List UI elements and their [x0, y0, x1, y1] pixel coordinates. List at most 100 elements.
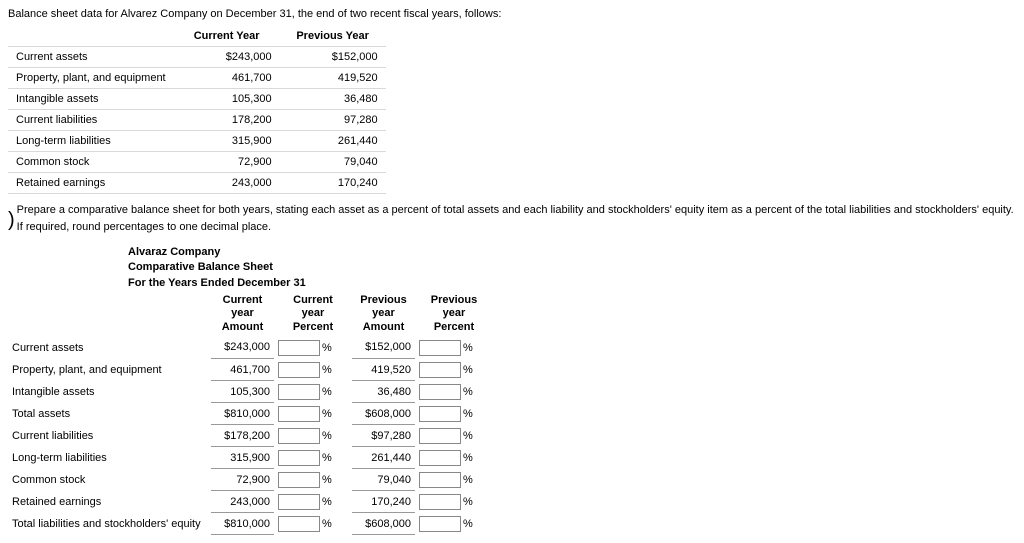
- row-label: Common stock: [8, 469, 211, 491]
- row-previous: 79,040: [280, 152, 386, 173]
- table-row: Current liabilities$178,200%$97,280%: [8, 425, 493, 447]
- table-row: Common stock72,90079,040: [8, 152, 386, 173]
- sheet-report: Comparative Balance Sheet: [128, 260, 1016, 275]
- current-percent-input[interactable]: [278, 384, 320, 400]
- percent-sign: %: [463, 430, 473, 442]
- current-amount: $810,000: [211, 403, 274, 425]
- current-percent-input[interactable]: [278, 472, 320, 488]
- previous-amount: 79,040: [352, 469, 415, 491]
- row-current: 178,200: [174, 110, 280, 131]
- table-row: Property, plant, and equipment461,700% 41…: [8, 359, 493, 381]
- percent-sign: %: [463, 386, 473, 398]
- table-row: Intangible assets105,30036,480: [8, 89, 386, 110]
- percent-sign: %: [322, 386, 332, 398]
- previous-amount: $152,000: [352, 337, 415, 359]
- percent-sign: %: [463, 364, 473, 376]
- row-label: Retained earnings: [8, 491, 211, 513]
- previous-percent-input[interactable]: [419, 472, 461, 488]
- current-amount: 243,000: [211, 491, 274, 513]
- balance-data-table: Current Year Previous Year Current asset…: [8, 26, 386, 194]
- current-percent-input[interactable]: [278, 428, 320, 444]
- previous-amount: 419,520: [352, 359, 415, 381]
- row-label: Current assets: [8, 337, 211, 359]
- row-label: Common stock: [8, 152, 174, 173]
- percent-sign: %: [463, 474, 473, 486]
- instructions-text: Prepare a comparative balance sheet for …: [17, 202, 1016, 235]
- percent-sign: %: [463, 408, 473, 420]
- previous-amount: 36,480: [352, 381, 415, 403]
- previous-percent-input[interactable]: [419, 406, 461, 422]
- table-row: Retained earnings243,000170,240: [8, 173, 386, 194]
- percent-sign: %: [322, 496, 332, 508]
- row-label: Long-term liabilities: [8, 131, 174, 152]
- row-label: Property, plant, and equipment: [8, 359, 211, 381]
- current-percent-input[interactable]: [278, 340, 320, 356]
- table-row: Long-term liabilities315,900261,440: [8, 131, 386, 152]
- previous-amount: 261,440: [352, 447, 415, 469]
- percent-sign: %: [322, 408, 332, 420]
- row-label: Long-term liabilities: [8, 447, 211, 469]
- current-percent-input[interactable]: [278, 494, 320, 510]
- intro-text: Balance sheet data for Alvarez Company o…: [8, 8, 1016, 20]
- table-row: Current assets$243,000% $152,000%: [8, 337, 493, 359]
- percent-sign: %: [322, 342, 332, 354]
- percent-sign: %: [322, 452, 332, 464]
- col-previous-year: Previous Year: [280, 26, 386, 47]
- row-label: Current liabilities: [8, 110, 174, 131]
- paren-icon: ): [8, 210, 15, 230]
- table-row: Current assets$243,000$152,000: [8, 47, 386, 68]
- row-previous: 97,280: [280, 110, 386, 131]
- current-amount: $243,000: [211, 337, 274, 359]
- comparative-sheet: CurrentyearAmount CurrentyearPercent Pre…: [8, 291, 493, 535]
- current-amount: 72,900: [211, 469, 274, 491]
- percent-sign: %: [322, 364, 332, 376]
- current-percent-input[interactable]: [278, 450, 320, 466]
- row-label: Intangible assets: [8, 381, 211, 403]
- current-amount: 315,900: [211, 447, 274, 469]
- current-amount: 105,300: [211, 381, 274, 403]
- row-current: 461,700: [174, 68, 280, 89]
- row-previous: $152,000: [280, 47, 386, 68]
- row-current: 315,900: [174, 131, 280, 152]
- row-label: Total assets: [8, 403, 211, 425]
- sheet-period: For the Years Ended December 31: [128, 276, 1016, 291]
- percent-sign: %: [322, 474, 332, 486]
- current-percent-input[interactable]: [278, 406, 320, 422]
- previous-amount: $97,280: [352, 425, 415, 447]
- row-label: Property, plant, and equipment: [8, 68, 174, 89]
- percent-sign: %: [463, 452, 473, 464]
- row-current: $243,000: [174, 47, 280, 68]
- row-label: Intangible assets: [8, 89, 174, 110]
- row-previous: 170,240: [280, 173, 386, 194]
- row-previous: 261,440: [280, 131, 386, 152]
- col-current-year: Current Year: [174, 26, 280, 47]
- previous-percent-input[interactable]: [419, 362, 461, 378]
- table-row: Current liabilities178,20097,280: [8, 110, 386, 131]
- row-label: Current assets: [8, 47, 174, 68]
- table-row: Common stock72,900% 79,040%: [8, 469, 493, 491]
- previous-amount: 170,240: [352, 491, 415, 513]
- previous-percent-input[interactable]: [419, 450, 461, 466]
- table-row: Long-term liabilities315,900% 261,440%: [8, 447, 493, 469]
- header-current-amount: CurrentyearAmount: [211, 291, 274, 337]
- previous-percent-input[interactable]: [419, 384, 461, 400]
- percent-sign: %: [463, 342, 473, 354]
- sheet-title-block: Alvaraz Company Comparative Balance Shee…: [128, 245, 1016, 291]
- current-percent-input[interactable]: [278, 362, 320, 378]
- row-previous: 419,520: [280, 68, 386, 89]
- table-row: Retained earnings243,000% 170,240%: [8, 491, 493, 513]
- percent-sign: %: [463, 496, 473, 508]
- previous-percent-input[interactable]: [419, 340, 461, 356]
- previous-amount: $608,000: [352, 403, 415, 425]
- row-current: 72,900: [174, 152, 280, 173]
- current-amount: 461,700: [211, 359, 274, 381]
- previous-percent-input[interactable]: [419, 494, 461, 510]
- table-row: Property, plant, and equipment461,700419…: [8, 68, 386, 89]
- previous-percent-input[interactable]: [419, 428, 461, 444]
- sheet-company: Alvaraz Company: [128, 245, 1016, 260]
- row-label: Retained earnings: [8, 173, 174, 194]
- header-previous-percent: PreviousyearPercent: [415, 291, 493, 337]
- row-label: Current liabilities: [8, 425, 211, 447]
- current-amount: $178,200: [211, 425, 274, 447]
- header-current-percent: CurrentyearPercent: [274, 291, 352, 337]
